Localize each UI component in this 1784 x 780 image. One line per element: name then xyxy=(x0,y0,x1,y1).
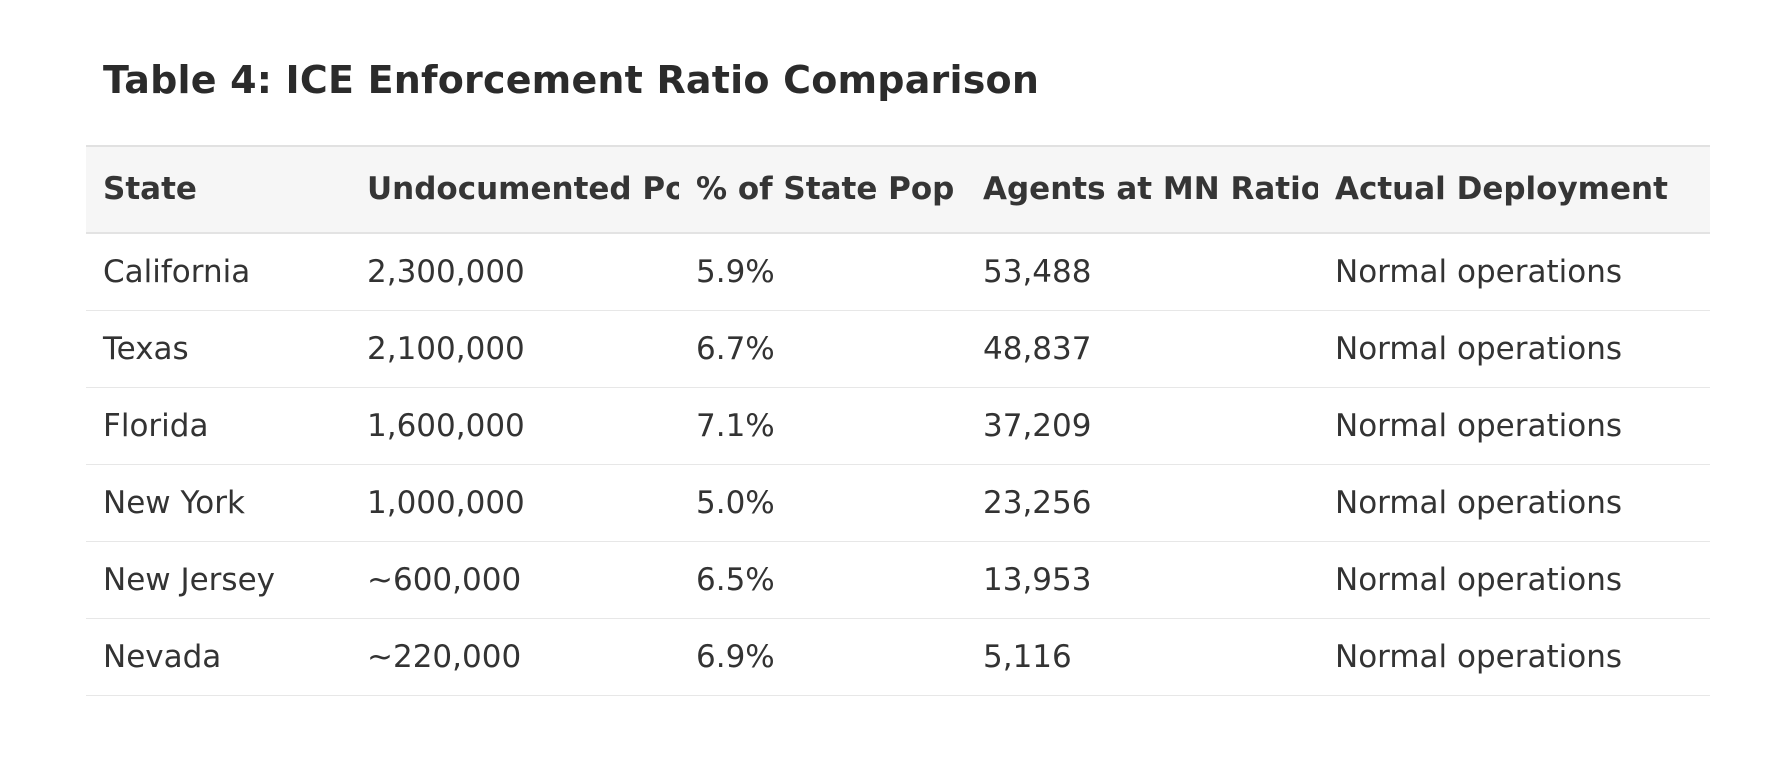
cell-actual-deployment: Normal operations xyxy=(1318,541,1710,619)
cell-undocumented-pop: ~220,000 xyxy=(350,618,679,696)
column-header-agents-mn-ratio: Agents at MN Ratio xyxy=(966,145,1318,234)
table-title: Table 4: ICE Enforcement Ratio Compariso… xyxy=(103,58,1040,102)
cell-agents-mn-ratio: 13,953 xyxy=(966,541,1318,619)
cell-actual-deployment: Normal operations xyxy=(1318,387,1710,465)
cell-agents-mn-ratio: 53,488 xyxy=(966,233,1318,311)
cell-state: Florida xyxy=(86,387,350,465)
cell-state: New York xyxy=(86,464,350,542)
cell-agents-mn-ratio: 37,209 xyxy=(966,387,1318,465)
table-row: New York 1,000,000 5.0% 23,256 Normal op… xyxy=(86,464,1710,542)
header-row: State Undocumented Pop % of State Pop Ag… xyxy=(86,145,1710,234)
cell-actual-deployment: Normal operations xyxy=(1318,464,1710,542)
enforcement-ratio-table: State Undocumented Pop % of State Pop Ag… xyxy=(86,145,1710,696)
column-header-actual-deployment: Actual Deployment xyxy=(1318,145,1710,234)
cell-actual-deployment: Normal operations xyxy=(1318,310,1710,388)
table-body: California 2,300,000 5.9% 53,488 Normal … xyxy=(86,233,1710,696)
document: Table 4: ICE Enforcement Ratio Compariso… xyxy=(86,0,1710,696)
table-row: Texas 2,100,000 6.7% 48,837 Normal opera… xyxy=(86,310,1710,388)
cell-agents-mn-ratio: 23,256 xyxy=(966,464,1318,542)
cell-pct-state-pop: 5.0% xyxy=(679,464,966,542)
cell-state: California xyxy=(86,233,350,311)
cell-pct-state-pop: 5.9% xyxy=(679,233,966,311)
cell-undocumented-pop: 1,600,000 xyxy=(350,387,679,465)
cell-pct-state-pop: 6.7% xyxy=(679,310,966,388)
cell-pct-state-pop: 7.1% xyxy=(679,387,966,465)
cell-pct-state-pop: 6.5% xyxy=(679,541,966,619)
cell-state: New Jersey xyxy=(86,541,350,619)
cell-pct-state-pop: 6.9% xyxy=(679,618,966,696)
cell-state: Texas xyxy=(86,310,350,388)
table-row: California 2,300,000 5.9% 53,488 Normal … xyxy=(86,233,1710,311)
cell-undocumented-pop: 1,000,000 xyxy=(350,464,679,542)
cell-undocumented-pop: ~600,000 xyxy=(350,541,679,619)
cell-agents-mn-ratio: 48,837 xyxy=(966,310,1318,388)
table-row: Florida 1,600,000 7.1% 37,209 Normal ope… xyxy=(86,387,1710,465)
table-row: Nevada ~220,000 6.9% 5,116 Normal operat… xyxy=(86,618,1710,696)
column-header-state: State xyxy=(86,145,350,234)
column-header-pct-state-pop: % of State Pop xyxy=(679,145,966,234)
cell-undocumented-pop: 2,300,000 xyxy=(350,233,679,311)
cell-actual-deployment: Normal operations xyxy=(1318,233,1710,311)
cell-state: Nevada xyxy=(86,618,350,696)
cell-actual-deployment: Normal operations xyxy=(1318,618,1710,696)
table-header: State Undocumented Pop % of State Pop Ag… xyxy=(86,145,1710,234)
table-row: New Jersey ~600,000 6.5% 13,953 Normal o… xyxy=(86,541,1710,619)
cell-undocumented-pop: 2,100,000 xyxy=(350,310,679,388)
cell-agents-mn-ratio: 5,116 xyxy=(966,618,1318,696)
column-header-undocumented-pop: Undocumented Pop xyxy=(350,145,679,234)
